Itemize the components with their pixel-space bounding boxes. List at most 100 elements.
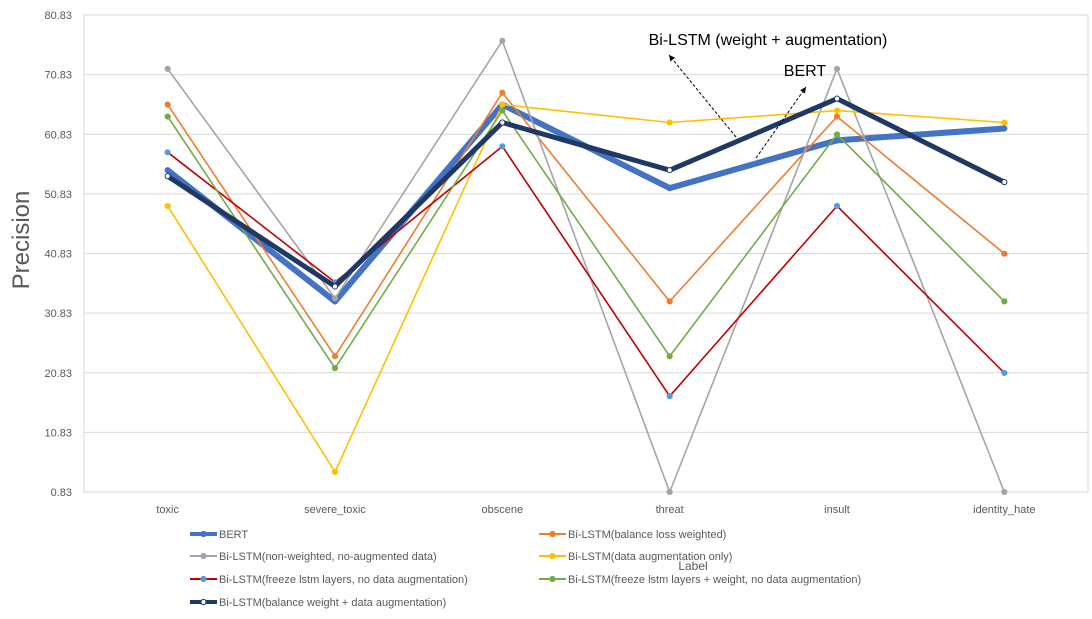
- y-tick-labels: 0.83 10.83 20.83 30.83 40.83 50.83 60.83 70.83 8…: [44, 10, 72, 499]
- data-point: [1001, 179, 1008, 186]
- data-point: [1001, 369, 1008, 377]
- data-point: [164, 101, 171, 108]
- data-point: [666, 353, 673, 360]
- y-tick-label: 0.83: [51, 487, 72, 499]
- legend-swatch-marker: [549, 552, 556, 560]
- legend: BERT Bi-LSTM(balance loss weighted) Bi-LST…: [190, 529, 861, 609]
- data-point: [833, 65, 841, 72]
- data-point: [499, 101, 506, 108]
- series-0: [164, 101, 1008, 305]
- series-5: [164, 107, 1008, 372]
- y-axis-label: Precision: [8, 191, 35, 290]
- data-point: [666, 119, 673, 126]
- legend-label: Bi-LSTM(balance weight + data augmentati…: [219, 597, 446, 609]
- annotation-bert-arrow: [755, 86, 807, 159]
- annotations: Bi-LSTM (weight + augmentation) BERT: [649, 32, 888, 159]
- series-line: [167, 91, 1005, 358]
- x-tick-labels: toxic severe_toxic obscene threat insult iden…: [156, 504, 1035, 516]
- data-point: [331, 365, 339, 372]
- data-point: [1001, 298, 1008, 305]
- annotation-bilstm: Bi-LSTM (weight + augmentation): [649, 32, 888, 49]
- data-point: [1001, 488, 1008, 496]
- data-point: [331, 353, 339, 360]
- legend-label: Bi-LSTM(balance loss weighted): [568, 529, 726, 541]
- data-point: [164, 167, 171, 174]
- data-point: [666, 298, 673, 305]
- data-point: [164, 149, 171, 156]
- legend-swatch-marker: [200, 552, 207, 560]
- legend-label: Bi-LSTM(non-weighted, no-augmented data): [219, 551, 437, 563]
- legend-swatch-marker: [549, 575, 556, 583]
- data-point: [666, 393, 673, 400]
- data-point: [833, 113, 841, 120]
- x-axis-label: Label: [678, 559, 707, 573]
- data-point: [499, 143, 506, 150]
- x-tick-label: obscene: [482, 504, 524, 516]
- series-3: [164, 101, 1008, 476]
- data-point: [1001, 125, 1008, 132]
- data-point: [833, 131, 841, 138]
- legend-item-5: Bi-LSTM(freeze lstm layers + weight, no …: [539, 574, 861, 586]
- plot-area-border: [83, 14, 1089, 493]
- series-1: [164, 89, 1008, 360]
- annotation-bert: BERT: [784, 63, 827, 80]
- y-tick-label: 80.83: [44, 10, 72, 22]
- y-tick-label: 50.83: [44, 189, 72, 201]
- data-point: [499, 89, 506, 96]
- x-tick-label: identity_hate: [973, 504, 1035, 516]
- data-point: [666, 184, 673, 192]
- x-tick-label: insult: [824, 504, 850, 516]
- data-point: [666, 488, 673, 496]
- legend-item-2: Bi-LSTM(non-weighted, no-augmented data): [190, 551, 437, 563]
- legend-label: BERT: [219, 529, 248, 541]
- data-point: [331, 283, 339, 290]
- data-point: [1001, 119, 1008, 126]
- series-line: [166, 96, 1006, 289]
- legend-swatch-marker: [200, 530, 207, 538]
- x-tick-label: toxic: [156, 504, 179, 516]
- legend-item-3: Bi-LSTM(data augmentation only): [539, 551, 732, 563]
- legend-swatch-marker: [200, 575, 207, 583]
- series-6: [164, 95, 1008, 290]
- data-point: [499, 37, 506, 44]
- y-tick-label: 30.83: [44, 308, 72, 320]
- series-line: [167, 109, 1005, 369]
- y-tick-label: 70.83: [44, 70, 72, 82]
- y-tick-label: 20.83: [44, 368, 72, 380]
- data-point: [499, 107, 506, 114]
- data-point: [164, 202, 171, 210]
- data-point: [833, 202, 841, 210]
- data-point: [1001, 250, 1008, 257]
- legend-label: Bi-LSTM(freeze lstm layers, no data augm…: [219, 574, 468, 586]
- grid-lines: [84, 14, 1088, 493]
- legend-swatch-marker: [549, 530, 556, 538]
- legend-label: Bi-LSTM(freeze lstm layers + weight, no …: [568, 574, 861, 586]
- series-line: [166, 103, 1005, 473]
- x-tick-label: severe_toxic: [304, 504, 366, 516]
- data-point: [833, 95, 841, 102]
- data-point: [164, 113, 171, 120]
- y-tick-label: 10.83: [44, 427, 72, 439]
- data-point: [666, 167, 673, 174]
- data-point: [164, 173, 171, 180]
- series-lines: [164, 37, 1008, 496]
- data-point: [331, 468, 339, 476]
- series-line: [167, 145, 1005, 397]
- annotation-bilstm-arrow: [668, 54, 737, 138]
- data-point: [833, 107, 841, 114]
- legend-item-4: Bi-LSTM(freeze lstm layers, no data augm…: [190, 574, 468, 586]
- series-4: [164, 143, 1008, 400]
- legend-label: Bi-LSTM(data augmentation only): [568, 551, 732, 563]
- data-point: [499, 119, 506, 126]
- data-point: [833, 137, 841, 144]
- data-point: [164, 65, 171, 72]
- x-tick-label: threat: [656, 504, 684, 516]
- data-point: [331, 295, 339, 302]
- legend-item-1: Bi-LSTM(balance loss weighted): [539, 529, 726, 541]
- legend-item-6: Bi-LSTM(balance weight + data augmentati…: [190, 597, 446, 609]
- legend-swatch-marker: [200, 598, 207, 606]
- y-tick-label: 60.83: [44, 129, 72, 141]
- y-tick-label: 40.83: [44, 249, 72, 261]
- legend-item-0: BERT: [190, 529, 248, 541]
